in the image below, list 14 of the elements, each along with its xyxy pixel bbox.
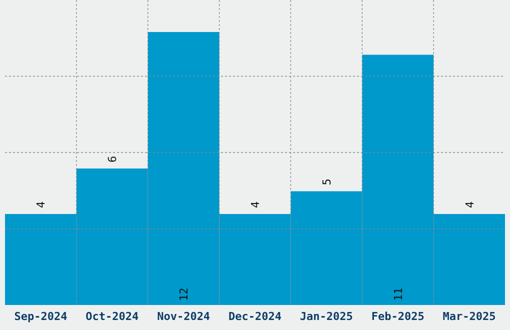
data-label: 12 <box>178 288 191 301</box>
x-tick-label: Oct-2024 <box>86 310 140 323</box>
x-tick-label: Jan-2025 <box>300 310 353 323</box>
data-label: 4 <box>34 201 48 208</box>
x-tick-label: Feb-2025 <box>371 310 424 323</box>
data-label: 11 <box>392 288 405 301</box>
x-tick-label: Dec-2024 <box>228 310 282 323</box>
x-tick-label: Nov-2024 <box>157 310 210 323</box>
data-label: 6 <box>106 156 120 162</box>
data-label: 5 <box>320 178 334 186</box>
x-tick-label: Sep-2024 <box>14 310 68 323</box>
x-tick-label: Mar-2025 <box>442 310 496 323</box>
data-label: 4 <box>463 201 476 208</box>
data-label: 4 <box>249 201 262 208</box>
